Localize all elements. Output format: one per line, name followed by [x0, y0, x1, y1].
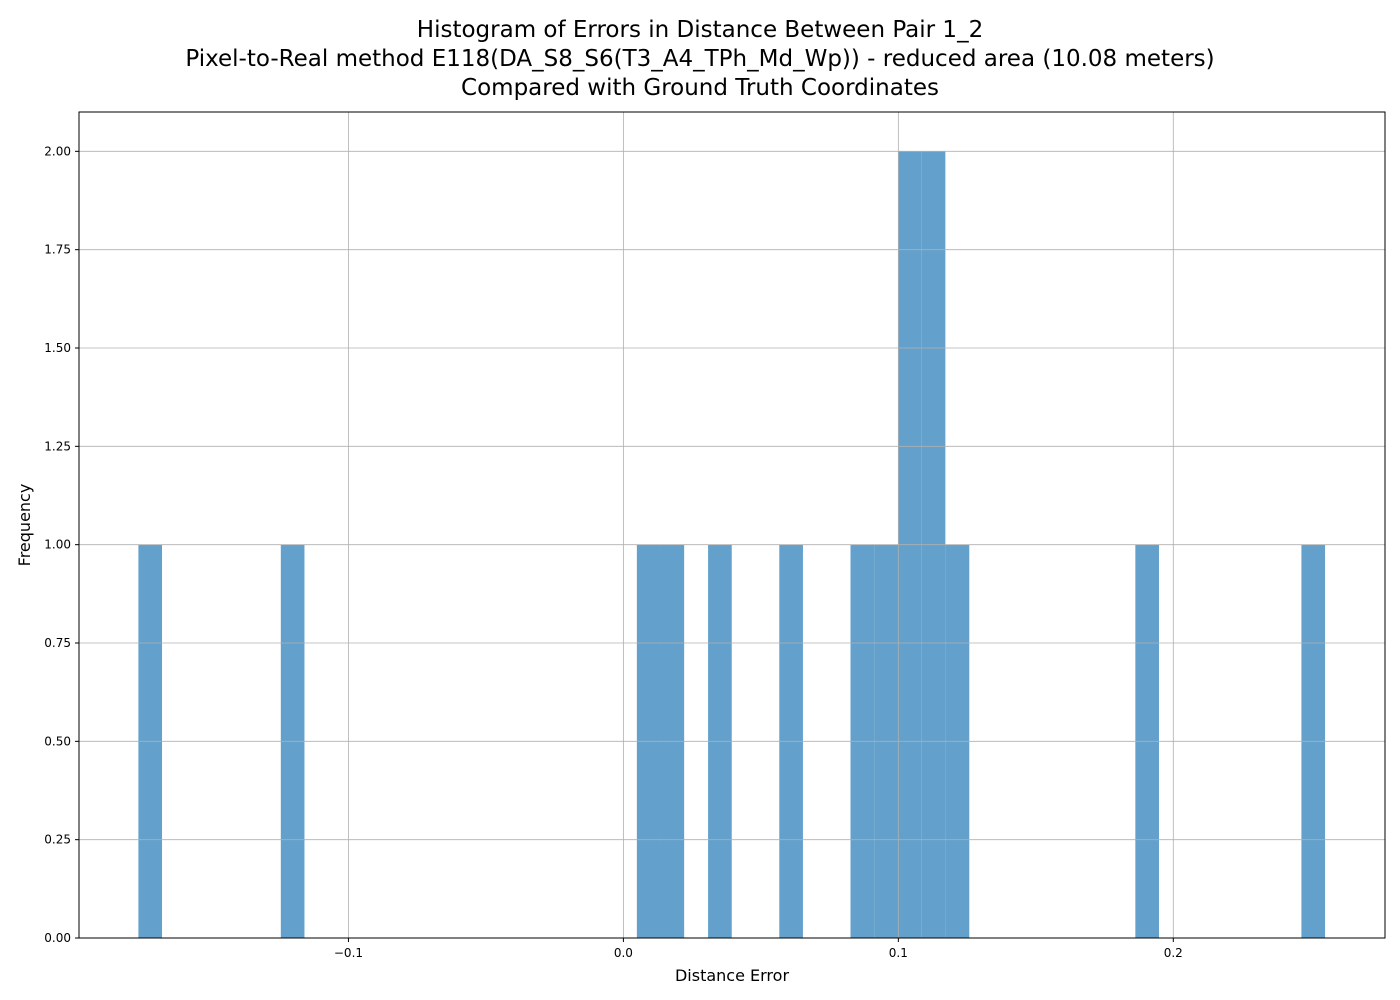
ticks-layer: 0.00 0.25 0.50 0.75 1.00 1.25 1.50 1.75 2.00 −0.1… — [44, 144, 1183, 960]
plot-frame — [78, 111, 1386, 939]
grid-layer — [79, 112, 1385, 939]
chart-title-line-1: Histogram of Errors in Distance Between … — [416, 17, 984, 43]
y-tick-label: 0.00 — [44, 931, 71, 945]
y-tick-label: 1.50 — [44, 341, 71, 355]
chart-title-line-3: Compared with Ground Truth Coordinates — [461, 75, 939, 101]
x-tick-label: −0.1 — [334, 946, 363, 960]
y-tick-label: 0.75 — [44, 636, 71, 650]
y-tick-label: 1.75 — [44, 243, 71, 257]
x-tick-label: 0.1 — [889, 946, 908, 960]
y-tick-label: 0.25 — [44, 833, 71, 847]
chart-title-line-2: Pixel-to-Real method E118(DA_S8_S6(T3_A4… — [185, 46, 1215, 72]
y-tick-label: 1.25 — [44, 439, 71, 453]
x-tick-label: 0.2 — [1164, 946, 1183, 960]
x-axis-label: Distance Error — [675, 966, 789, 985]
y-tick-label: 0.50 — [44, 734, 71, 748]
y-tick-label: 1.00 — [44, 538, 71, 552]
y-tick-label: 2.00 — [44, 144, 71, 158]
x-tick-label: 0.0 — [614, 946, 633, 960]
y-axis-label: Frequency — [15, 484, 34, 567]
